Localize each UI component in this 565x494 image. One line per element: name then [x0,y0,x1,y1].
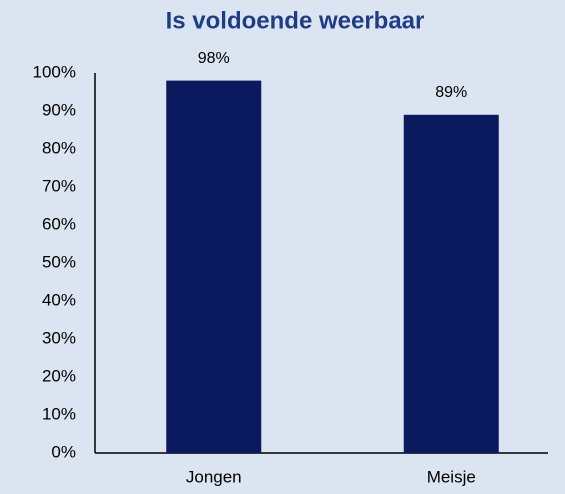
y-tick-label: 100% [33,62,76,81]
value-label: 98% [198,50,230,67]
y-tick-label: 50% [42,252,76,271]
y-tick-label: 90% [42,100,76,119]
y-tick-label: 20% [42,366,76,385]
y-tick-label: 70% [42,176,76,195]
bar [166,80,262,453]
chart-title: Is voldoende weerbaar [166,7,425,34]
y-tick-label: 0% [51,442,76,461]
x-tick-label: Meisje [427,467,476,486]
y-tick-label: 60% [42,214,76,233]
y-tick-label: 40% [42,290,76,309]
y-tick-label: 80% [42,138,76,157]
x-tick-label: Jongen [186,467,242,486]
y-tick-label: 30% [42,328,76,347]
y-tick-label: 10% [42,404,76,423]
bar [403,114,499,454]
value-label: 89% [435,84,467,101]
